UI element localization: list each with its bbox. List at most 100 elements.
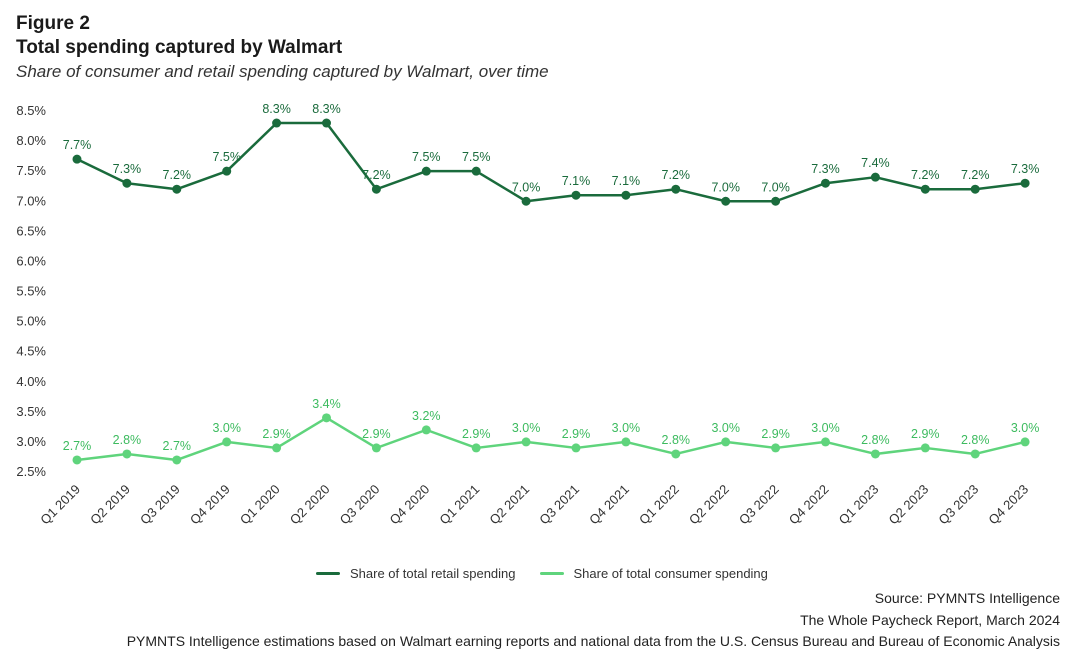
consumer-data-point bbox=[272, 443, 282, 453]
retail-data-label: 7.1% bbox=[562, 174, 591, 188]
consumer-data-label: 3.0% bbox=[612, 421, 641, 435]
retail-data-point bbox=[671, 184, 681, 194]
consumer-data-label: 2.9% bbox=[262, 427, 291, 441]
y-tick-label: 4.5% bbox=[16, 344, 46, 359]
x-tick-label: Q2 2021 bbox=[486, 482, 532, 528]
chart-subtitle: Share of consumer and retail spending ca… bbox=[16, 62, 549, 81]
retail-data-point bbox=[771, 196, 781, 206]
retail-data-point bbox=[172, 184, 182, 194]
consumer-data-point bbox=[621, 437, 631, 447]
report-note: The Whole Paycheck Report, March 2024 bbox=[800, 611, 1060, 628]
consumer-data-point bbox=[222, 437, 232, 447]
retail-data-label: 7.0% bbox=[711, 180, 740, 194]
y-tick-label: 8.5% bbox=[16, 103, 46, 118]
x-tick-label: Q4 2022 bbox=[786, 482, 832, 528]
retail-data-point bbox=[371, 184, 381, 194]
y-tick-label: 6.0% bbox=[16, 253, 46, 268]
retail-data-label: 7.3% bbox=[811, 162, 840, 176]
consumer-data-label: 3.0% bbox=[512, 421, 541, 435]
x-tick-label: Q4 2021 bbox=[586, 482, 632, 528]
chart-footer: Source: PYMNTS Intelligence The Whole Pa… bbox=[127, 588, 1060, 653]
x-tick-label: Q2 2019 bbox=[87, 482, 133, 528]
legend-item-retail: Share of total retail spending bbox=[316, 566, 516, 581]
retail-data-point bbox=[1020, 178, 1030, 188]
x-tick-label: Q1 2022 bbox=[636, 482, 682, 528]
retail-data-label: 7.5% bbox=[212, 150, 241, 164]
chart-legend: Share of total retail spending Share of … bbox=[316, 566, 792, 581]
consumer-data-label: 3.0% bbox=[212, 421, 241, 435]
legend-item-consumer: Share of total consumer spending bbox=[539, 566, 768, 581]
retail-data-label: 7.4% bbox=[861, 156, 890, 170]
consumer-data-point bbox=[870, 449, 880, 459]
x-tick-label: Q3 2022 bbox=[736, 482, 782, 528]
x-tick-label: Q4 2019 bbox=[187, 482, 233, 528]
legend-label-consumer: Share of total consumer spending bbox=[573, 566, 768, 581]
consumer-data-label: 3.4% bbox=[312, 397, 341, 411]
consumer-data-label: 2.9% bbox=[911, 427, 940, 441]
consumer-data-point bbox=[721, 437, 731, 447]
consumer-data-point bbox=[371, 443, 381, 453]
retail-data-label: 7.0% bbox=[512, 180, 541, 194]
y-tick-label: 8.0% bbox=[16, 133, 46, 148]
retail-data-point bbox=[621, 190, 631, 200]
consumer-data-label: 2.9% bbox=[462, 427, 491, 441]
retail-data-label: 7.3% bbox=[1011, 162, 1040, 176]
x-tick-label: Q2 2020 bbox=[287, 482, 333, 528]
consumer-series-line bbox=[76, 416, 1026, 462]
y-tick-label: 7.0% bbox=[16, 193, 46, 208]
retail-data-label: 7.5% bbox=[462, 150, 491, 164]
x-tick-label: Q4 2020 bbox=[387, 482, 433, 528]
retail-data-point bbox=[122, 178, 132, 188]
consumer-data-point bbox=[471, 443, 481, 453]
retail-data-point bbox=[920, 184, 930, 194]
legend-swatch-retail bbox=[316, 572, 340, 575]
x-tick-label: Q2 2023 bbox=[886, 482, 932, 528]
retail-data-point bbox=[421, 166, 431, 176]
chart-header: Figure 2 Total spending captured by Walm… bbox=[16, 12, 549, 84]
consumer-data-label: 2.9% bbox=[562, 427, 591, 441]
figure-label: Figure 2 bbox=[16, 13, 90, 34]
retail-data-point bbox=[970, 184, 980, 194]
chart-title: Total spending captured by Walmart bbox=[16, 37, 343, 58]
consumer-data-label: 2.9% bbox=[761, 427, 790, 441]
retail-data-point bbox=[870, 172, 880, 182]
consumer-data-point bbox=[521, 437, 531, 447]
consumer-data-label: 3.2% bbox=[412, 409, 441, 423]
line-chart: 2.5% 3.0% 3.5% 4.0% 4.5% 5.0% 5.5% 6.0% 6.5% 7.0%… bbox=[16, 102, 1040, 528]
retail-data-label: 8.3% bbox=[312, 102, 341, 116]
retail-data-point bbox=[72, 154, 82, 164]
retail-data-point bbox=[272, 118, 282, 128]
consumer-data-label: 3.0% bbox=[811, 421, 840, 435]
retail-data-label: 7.2% bbox=[911, 168, 940, 182]
y-tick-label: 3.5% bbox=[16, 404, 46, 419]
retail-data-label: 7.2% bbox=[362, 168, 391, 182]
retail-data-label: 7.2% bbox=[662, 168, 691, 182]
consumer-data-point bbox=[122, 449, 132, 459]
x-tick-label: Q1 2023 bbox=[836, 482, 882, 528]
retail-data-point bbox=[821, 178, 830, 188]
legend-label-retail: Share of total retail spending bbox=[350, 566, 516, 581]
x-tick-label: Q3 2019 bbox=[137, 482, 183, 528]
consumer-data-label: 2.9% bbox=[362, 427, 391, 441]
consumer-data-label: 3.0% bbox=[1011, 421, 1040, 435]
consumer-data-point bbox=[1020, 437, 1030, 447]
x-tick-label: Q1 2019 bbox=[37, 482, 83, 528]
consumer-data-label: 2.8% bbox=[861, 433, 890, 447]
methodology-note: PYMNTS Intelligence estimations based on… bbox=[126, 633, 1060, 649]
consumer-data-label: 2.7% bbox=[63, 439, 92, 453]
x-tick-label: Q3 2021 bbox=[536, 482, 582, 528]
x-tick-label: Q1 2021 bbox=[436, 482, 482, 528]
consumer-data-point bbox=[172, 455, 182, 465]
retail-data-label: 7.0% bbox=[761, 180, 790, 194]
retail-data-label: 7.7% bbox=[63, 138, 92, 152]
retail-data-point bbox=[322, 118, 331, 128]
y-tick-label: 4.0% bbox=[16, 374, 46, 389]
consumer-data-point bbox=[771, 443, 781, 453]
consumer-data-label: 2.7% bbox=[163, 439, 192, 453]
x-tick-label: Q1 2020 bbox=[237, 482, 283, 528]
retail-data-point bbox=[521, 196, 531, 206]
consumer-data-label: 2.8% bbox=[662, 433, 691, 447]
y-tick-label: 6.5% bbox=[16, 223, 46, 238]
consumer-data-point bbox=[322, 413, 331, 423]
y-tick-label: 5.5% bbox=[16, 284, 46, 299]
